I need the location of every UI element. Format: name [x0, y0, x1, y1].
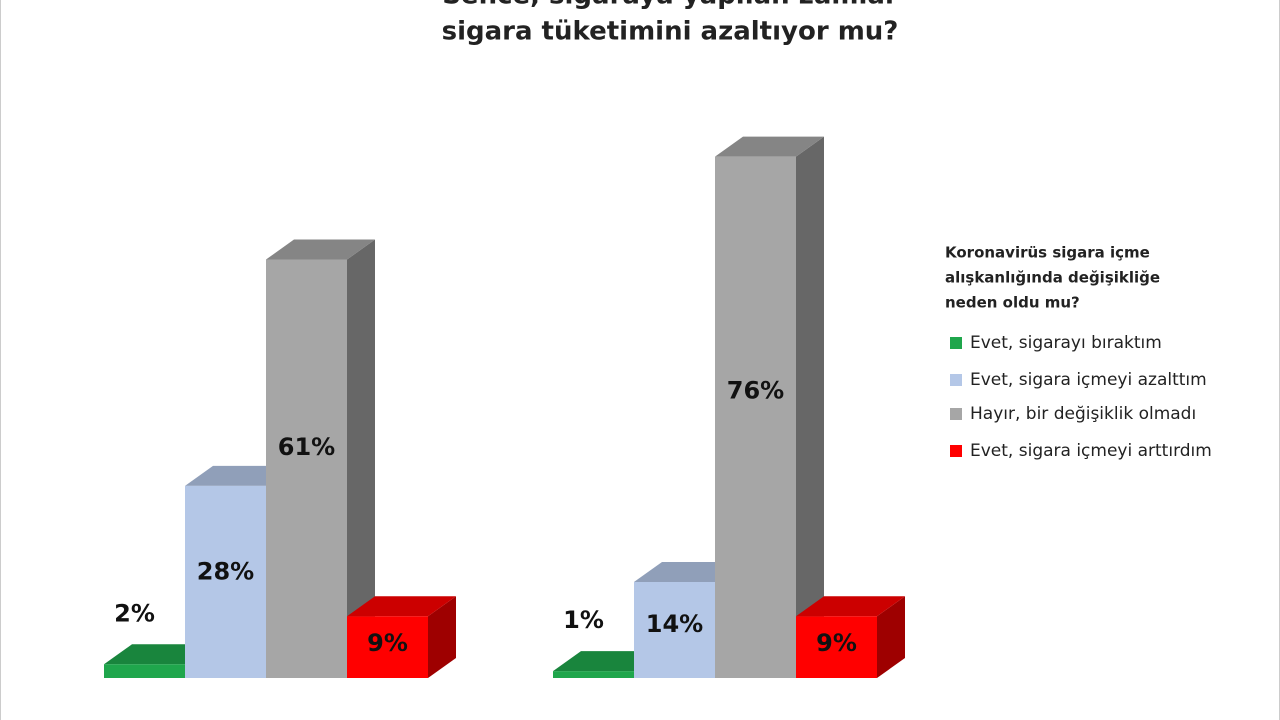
data-label: 14% [646, 610, 703, 638]
data-label: 76% [727, 376, 784, 404]
bar-front [715, 156, 796, 678]
bar-front [796, 616, 877, 678]
data-label: 1% [563, 606, 604, 634]
legend-label: Evet, sigara içmeyi arttırdım [970, 441, 1212, 461]
bar [266, 239, 375, 679]
bar-top [796, 596, 905, 617]
legend-swatch [950, 445, 962, 457]
legend-title: neden oldu mu? [945, 294, 1080, 312]
bar [715, 136, 824, 678]
data-label: 61% [278, 433, 335, 461]
legend-swatch [950, 337, 962, 349]
bar-front [634, 581, 715, 678]
data-label: 2% [114, 599, 155, 627]
legend-swatch [950, 408, 962, 420]
bar-front [104, 664, 185, 678]
bar [347, 596, 456, 678]
bar-front [553, 671, 634, 678]
data-label: 28% [197, 557, 254, 585]
chart-title: sigara tüketimini azaltıyor mu? [442, 17, 899, 47]
bar-front [347, 616, 428, 678]
bar-side [796, 136, 824, 678]
legend-label: Hayır, bir değişiklik olmadı [970, 404, 1196, 424]
legend-title: alışkanlığında değişikliğe [945, 269, 1160, 287]
legend-title: Koronavirüs sigara içme [945, 244, 1150, 262]
legend-swatch [950, 374, 962, 386]
bar-front [185, 485, 266, 678]
bar-front [266, 259, 347, 678]
data-label: 9% [816, 629, 857, 657]
data-label: 9% [367, 629, 408, 657]
legend-label: Evet, sigara içmeyi azalttım [970, 370, 1207, 390]
bar-side [877, 596, 905, 678]
bar [796, 596, 905, 678]
chart-title: Sence, sigaraya yapılan zamlar [442, 0, 898, 11]
bar-top [266, 239, 375, 260]
bar-side [347, 239, 375, 679]
bar-top [347, 596, 456, 617]
bar-side [428, 596, 456, 678]
legend-label: Evet, sigarayı bıraktım [970, 333, 1162, 353]
bar-top [715, 136, 824, 157]
